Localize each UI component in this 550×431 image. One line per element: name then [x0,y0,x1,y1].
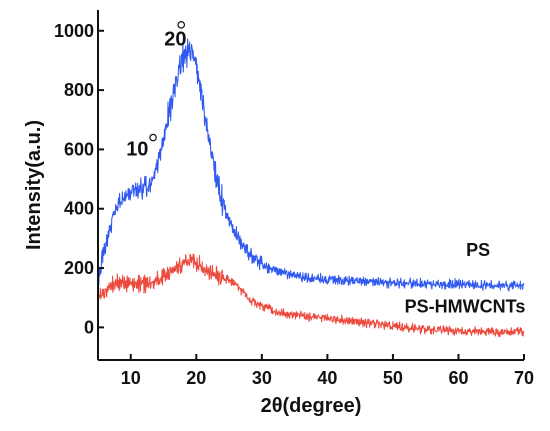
x-tick-label: 70 [514,368,534,388]
series-layer [97,38,525,338]
peak-marker-20 [177,21,186,29]
y-tick-label: 600 [64,139,94,159]
label-layer: 2θ(degree) Intensity(a.u.) 10 20 PS PS-H… [23,29,525,417]
series-label-ps: PS [466,240,490,260]
x-tick-label: 10 [121,368,141,388]
axes-layer: 10 20 30 40 50 60 70 0 200 400 600 800 1000 [54,10,534,388]
peak-marker-10 [149,133,157,142]
y-tick-label: 1000 [54,21,94,41]
x-tick-label: 20 [186,368,206,388]
x-tick-label: 30 [252,368,272,388]
peak-annotation-10: 10 [126,138,148,160]
y-tick-label: 200 [64,258,94,278]
x-tick-label: 40 [317,368,337,388]
series-line-ps [97,38,525,292]
x-tick-label: 50 [383,368,403,388]
y-tick-label: 0 [84,317,94,337]
y-tick-label: 400 [64,199,94,219]
y-axis-title: Intensity(a.u.) [23,120,45,250]
series-line-ps-hmwcnts [97,253,525,338]
peak-annotation-20: 20 [164,29,186,51]
x-tick-label: 60 [448,368,468,388]
y-tick-label: 800 [64,80,94,100]
series-label-ps-hmwcnts: PS-HMWCNTs [405,297,526,317]
x-axis-title: 2θ(degree) [261,395,362,417]
